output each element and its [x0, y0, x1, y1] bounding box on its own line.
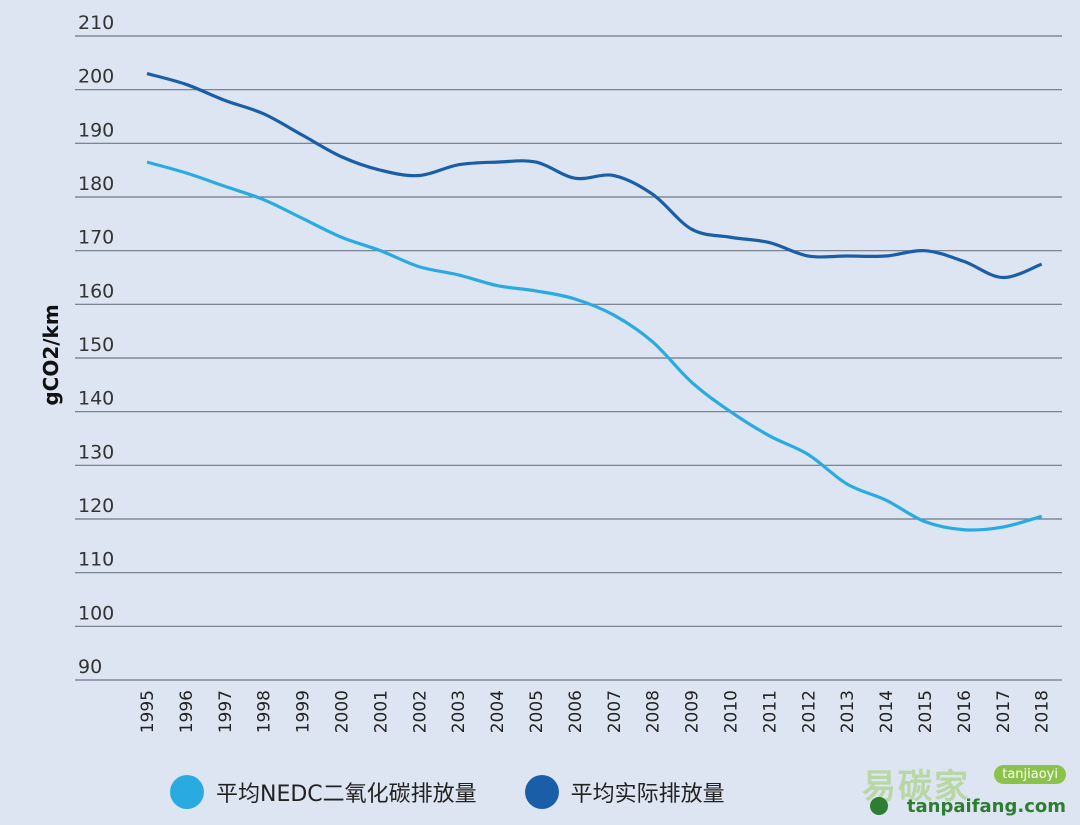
x-tick-label: 2012	[799, 690, 819, 733]
y-tick-label: 140	[78, 388, 114, 410]
legend-marker-actual	[524, 775, 559, 809]
watermark: 易碳家 tanjiaoyi tanpaifang.com	[852, 759, 1072, 819]
y-tick-label: 100	[78, 602, 114, 624]
legend-item-nedc: 平均NEDC二氧化碳排放量	[170, 775, 477, 809]
y-tick-label: 120	[78, 495, 114, 517]
legend-item-actual: 平均实际排放量	[524, 775, 725, 809]
x-tick-label: 2003	[449, 690, 469, 733]
x-tick-label: 2011	[760, 690, 780, 733]
watermark-pinyin: tanjiaoyi	[994, 765, 1066, 784]
watermark-url: tanpaifang.com	[906, 796, 1066, 817]
x-axis-ticks: 1995 1996 1997 1998 1999 2000 2001 2002 2003 2004…	[138, 690, 1053, 733]
x-tick-label: 1997	[216, 690, 236, 733]
x-tick-label: 2017	[994, 690, 1014, 733]
y-axis-title: gCO2/km	[39, 304, 63, 405]
y-tick-label: 170	[78, 227, 114, 249]
y-tick-label: 150	[78, 334, 114, 356]
x-tick-label: 1998	[255, 690, 275, 733]
x-tick-label: 2005	[527, 690, 547, 733]
x-tick-label: 1996	[177, 690, 197, 733]
x-tick-label: 2009	[683, 690, 703, 733]
legend-label-nedc: 平均NEDC二氧化碳排放量	[216, 782, 477, 807]
grid	[75, 35, 1062, 681]
y-tick-label: 180	[78, 173, 114, 195]
x-tick-label: 2000	[333, 690, 353, 733]
y-tick-label: 90	[78, 656, 102, 678]
x-tick-label: 1995	[138, 690, 158, 733]
legend-label-actual: 平均实际排放量	[570, 782, 725, 807]
x-tick-label: 2002	[410, 690, 430, 733]
x-tick-label: 2001	[371, 690, 391, 733]
series-lines	[146, 72, 1043, 532]
x-tick-label: 2008	[644, 690, 664, 733]
x-tick-label: 2007	[605, 690, 625, 733]
watermark-badge-icon	[870, 797, 888, 815]
y-tick-label: 160	[78, 280, 114, 302]
series-line-nedc	[146, 160, 1043, 532]
legend-marker-nedc	[170, 775, 204, 809]
y-axis-ticks: 90 100 110 120 130 140 150 160 170 180 190 200 210	[78, 12, 114, 678]
y-tick-label: 130	[78, 441, 114, 463]
x-tick-label: 2010	[722, 690, 742, 733]
x-tick-label: 1999	[294, 690, 314, 733]
y-tick-label: 110	[78, 549, 114, 571]
y-tick-label: 210	[78, 12, 114, 34]
y-tick-label: 200	[78, 66, 114, 88]
x-tick-label: 2004	[488, 690, 508, 733]
x-tick-label: 2015	[916, 690, 936, 733]
y-tick-label: 190	[78, 119, 114, 141]
line-chart: 90 100 110 120 130 140 150 160 170 180 190 200 210 1…	[39, 12, 1062, 733]
series-line-actual	[146, 72, 1043, 280]
legend: 平均NEDC二氧化碳排放量 平均实际排放量	[170, 775, 773, 809]
x-tick-label: 2006	[566, 690, 586, 733]
x-tick-label: 2016	[955, 690, 975, 733]
x-tick-label: 2014	[877, 690, 897, 733]
x-tick-label: 2013	[838, 690, 858, 733]
x-tick-label: 2018	[1033, 690, 1053, 733]
